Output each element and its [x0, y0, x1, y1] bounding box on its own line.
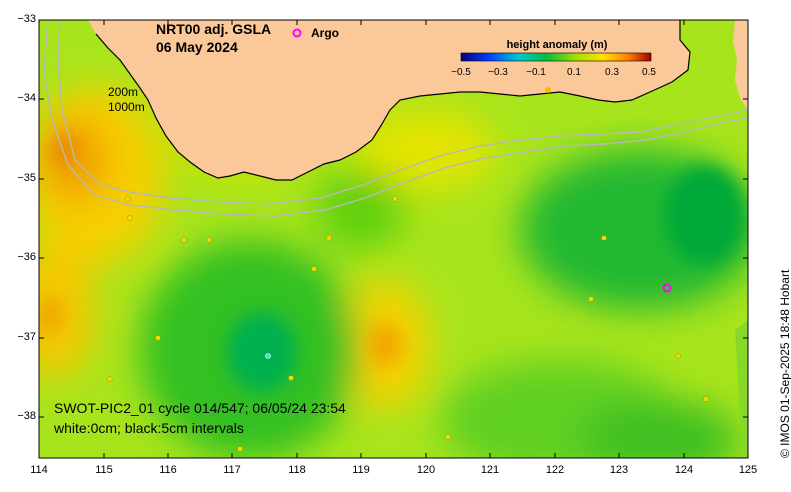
colorbar-title: height anomaly (m): [506, 39, 608, 51]
lon-tick-label: 123: [609, 464, 629, 476]
lon-tick-label: 116: [159, 464, 177, 476]
map-date: 06 May 2024: [156, 39, 238, 55]
lat-tick-label: −33: [17, 13, 36, 25]
lat-tick-label: −36: [17, 251, 36, 263]
argo-float-marker[interactable]: [662, 283, 672, 293]
lon-tick-label: 117: [223, 464, 241, 476]
argo-legend-marker: [292, 28, 302, 38]
colorbar-tick: 0.3: [605, 67, 619, 78]
lat-tick-label: −34: [17, 92, 36, 104]
lon-tick-label: 120: [416, 464, 436, 476]
colorbar-tick: 0.1: [567, 67, 581, 78]
isobath-label-1000m: 1000m: [108, 100, 145, 114]
lon-tick-label: 119: [352, 464, 370, 476]
colorbar-tick: −0.1: [526, 67, 546, 78]
lon-tick-label: 125: [738, 464, 758, 476]
lon-tick-label: 114: [30, 464, 48, 476]
map-title: NRT00 adj. GSLA: [156, 21, 272, 37]
colorbar-tick: −0.5: [451, 67, 471, 78]
lon-tick-label: 121: [480, 464, 500, 476]
isobath-label-200m: 200m: [108, 85, 139, 99]
lon-tick-label: 122: [545, 464, 565, 476]
colorbar: [460, 52, 652, 62]
swot-pass-info: SWOT-PIC2_01 cycle 014/547; 06/05/24 23:…: [54, 400, 346, 416]
contour-interval-info: white:0cm; black:5cm intervals: [54, 420, 244, 436]
lon-tick-label: 118: [288, 464, 306, 476]
lat-tick-label: −38: [17, 410, 36, 422]
colorbar-tick: 0.5: [642, 67, 656, 78]
lat-tick-label: −35: [17, 172, 36, 184]
lon-tick-label: 124: [674, 464, 694, 476]
lon-tick-label: 115: [95, 464, 113, 476]
argo-legend-label: Argo: [311, 26, 339, 40]
lat-tick-label: −37: [17, 331, 36, 343]
colorbar-tick: −0.3: [488, 67, 508, 78]
plot-frame: [38, 19, 749, 459]
imos-credit: © IMOS 01-Sep-2025 18:48 Hobart: [778, 269, 791, 458]
